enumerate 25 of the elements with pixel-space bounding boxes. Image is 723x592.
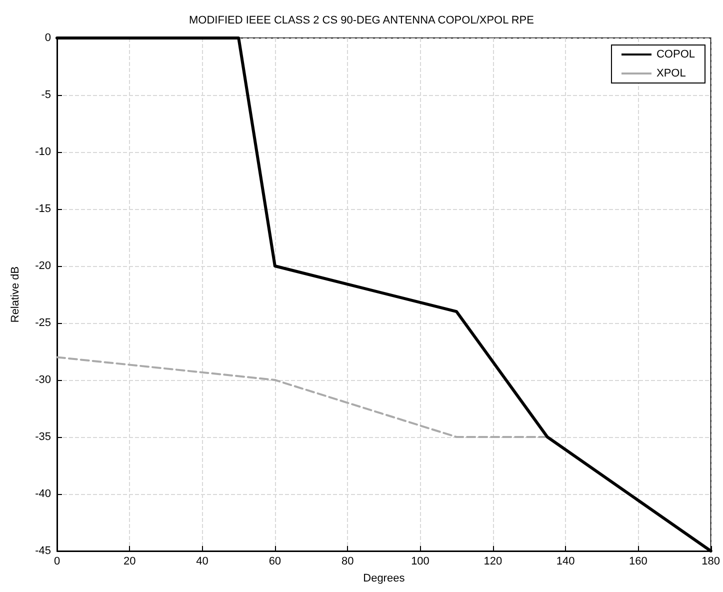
y-tick-label: 0 — [44, 32, 51, 44]
y-tick-label: -20 — [35, 260, 51, 272]
x-tick-label: 20 — [124, 556, 136, 568]
chart-title: MODIFIED IEEE CLASS 2 CS 90-DEG ANTENNA COPOL/XPOL RPE — [189, 14, 534, 26]
x-tick-label: 140 — [556, 556, 575, 568]
x-tick-label: 160 — [628, 556, 648, 568]
x-tick-label: 40 — [196, 556, 208, 568]
y-tick-label: -10 — [35, 146, 51, 158]
legend-label: COPOL — [656, 48, 696, 60]
x-tick-label: 60 — [268, 556, 282, 568]
x-tick-label: 0 — [54, 556, 60, 568]
legend-label: XPOL — [656, 68, 686, 80]
y-axis-title: Relative dB — [10, 266, 22, 323]
x-tick-label: 100 — [411, 556, 430, 568]
y-tick-label: -45 — [35, 545, 51, 557]
y-tick-label: -25 — [35, 317, 51, 329]
y-tick-label: -30 — [35, 374, 51, 386]
x-tick-label: 80 — [341, 556, 354, 568]
y-tick-label: -5 — [41, 89, 51, 101]
y-tick-label: -35 — [35, 431, 51, 443]
x-axis-title: Degrees — [363, 572, 406, 584]
y-tick-label: -15 — [35, 203, 51, 215]
x-tick-label: 180 — [702, 556, 720, 568]
x-tick-label: 120 — [484, 556, 502, 568]
y-tick-label: -40 — [35, 488, 51, 500]
